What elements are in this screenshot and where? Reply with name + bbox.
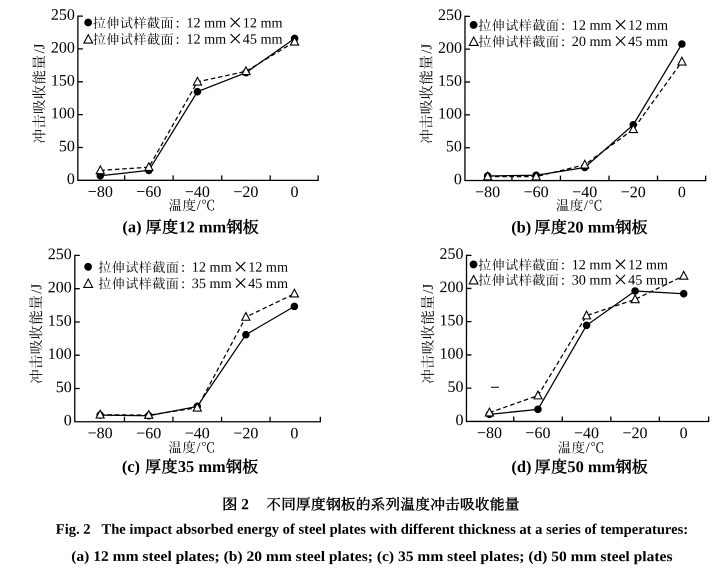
svg-text:250: 250	[438, 7, 462, 24]
svg-text:/J: /J	[29, 284, 45, 294]
svg-text:−60: −60	[136, 425, 161, 442]
svg-text:0: 0	[290, 425, 298, 442]
svg-text:−80: −80	[88, 184, 113, 201]
svg-text:−80: −80	[475, 184, 500, 201]
svg-text:(a): (a)	[122, 217, 141, 236]
svg-text:/: /	[584, 198, 589, 214]
svg-text:12 mm: 12 mm	[186, 32, 226, 48]
svg-text::: :	[181, 276, 185, 292]
svg-text:45 mm: 45 mm	[243, 32, 283, 48]
svg-text:−80: −80	[477, 425, 502, 442]
svg-text:200: 200	[51, 40, 75, 57]
svg-text:200: 200	[48, 279, 72, 296]
svg-text:12 mm: 12 mm	[243, 15, 283, 31]
svg-text:0: 0	[64, 412, 72, 429]
svg-text:/: /	[197, 198, 202, 214]
svg-text:(b): (b)	[511, 217, 531, 236]
svg-text:50: 50	[447, 379, 463, 396]
svg-text:250: 250	[48, 246, 72, 263]
svg-text:35 mm: 35 mm	[192, 276, 232, 292]
svg-text:−60: −60	[524, 184, 549, 201]
svg-text:45 mm: 45 mm	[628, 34, 668, 50]
svg-text:−40: −40	[185, 184, 210, 201]
svg-text:−40: −40	[574, 425, 599, 442]
svg-text:−20: −20	[233, 184, 258, 201]
svg-text:150: 150	[438, 73, 462, 90]
svg-text::: :	[561, 18, 565, 34]
svg-text:30 mm: 30 mm	[572, 272, 612, 288]
svg-text:12 mm: 12 mm	[572, 257, 612, 273]
svg-text:−20: −20	[233, 425, 258, 442]
svg-text:200: 200	[439, 279, 463, 296]
svg-text::: :	[561, 257, 565, 273]
svg-text:50: 50	[56, 379, 72, 396]
svg-text:12 mm: 12 mm	[628, 257, 668, 273]
svg-text:50 mm: 50 mm	[567, 457, 615, 476]
svg-text:250: 250	[51, 7, 75, 24]
svg-text:150: 150	[51, 72, 75, 89]
svg-text:0: 0	[455, 412, 463, 429]
svg-text:45 mm: 45 mm	[248, 276, 288, 292]
svg-text::: :	[561, 34, 565, 50]
svg-text:12 mm: 12 mm	[248, 260, 288, 276]
svg-text:(d): (d)	[511, 457, 531, 476]
svg-text:0: 0	[678, 184, 686, 201]
svg-text:(c): (c)	[122, 457, 140, 476]
svg-text:50: 50	[59, 138, 75, 155]
svg-text:/J: /J	[421, 284, 437, 294]
svg-text:0: 0	[67, 171, 75, 188]
svg-text:12 mm: 12 mm	[186, 15, 226, 31]
svg-text:−60: −60	[136, 184, 161, 201]
svg-text:100: 100	[51, 105, 75, 122]
svg-text:45 mm: 45 mm	[628, 272, 668, 288]
svg-text:−80: −80	[88, 425, 113, 442]
svg-text:200: 200	[438, 40, 462, 57]
svg-text:/J: /J	[419, 44, 435, 54]
svg-text:0: 0	[680, 425, 688, 442]
svg-text:−40: −40	[572, 184, 597, 201]
svg-text:100: 100	[439, 346, 463, 363]
svg-text:−60: −60	[525, 425, 550, 442]
svg-text:Fig. 2 The impact absorbed e: Fig. 2 The impact absorbed energy of ste…	[56, 522, 688, 538]
svg-text::: :	[181, 260, 185, 276]
svg-text:20 mm: 20 mm	[572, 34, 612, 50]
svg-text:0: 0	[291, 184, 299, 201]
svg-text:150: 150	[439, 312, 463, 329]
svg-text:12 mm: 12 mm	[628, 18, 668, 34]
svg-text:−20: −20	[623, 425, 648, 442]
svg-text:2: 2	[241, 496, 249, 513]
svg-text:12 mm: 12 mm	[572, 18, 612, 34]
svg-text:/: /	[586, 440, 591, 456]
svg-text:35 mm: 35 mm	[178, 457, 226, 476]
svg-text:20 mm: 20 mm	[567, 217, 615, 236]
svg-text:0: 0	[454, 171, 462, 188]
svg-text::: :	[176, 32, 180, 48]
svg-text:250: 250	[440, 246, 464, 263]
svg-text:/J: /J	[32, 43, 48, 53]
svg-text::: :	[176, 15, 180, 31]
svg-text:150: 150	[48, 313, 72, 330]
svg-text:100: 100	[438, 106, 462, 123]
svg-text:−20: −20	[621, 184, 646, 201]
svg-text:12 mm: 12 mm	[178, 217, 226, 236]
svg-text::: :	[561, 272, 565, 288]
svg-text:50: 50	[446, 138, 462, 155]
svg-text:12 mm: 12 mm	[192, 260, 232, 276]
svg-text:(a) 12 mm steel plates; (b) 20: (a) 12 mm steel plates; (b) 20 mm steel …	[71, 549, 673, 565]
svg-text:−40: −40	[185, 425, 210, 442]
svg-text:100: 100	[48, 346, 72, 363]
svg-text:/: /	[196, 440, 201, 456]
